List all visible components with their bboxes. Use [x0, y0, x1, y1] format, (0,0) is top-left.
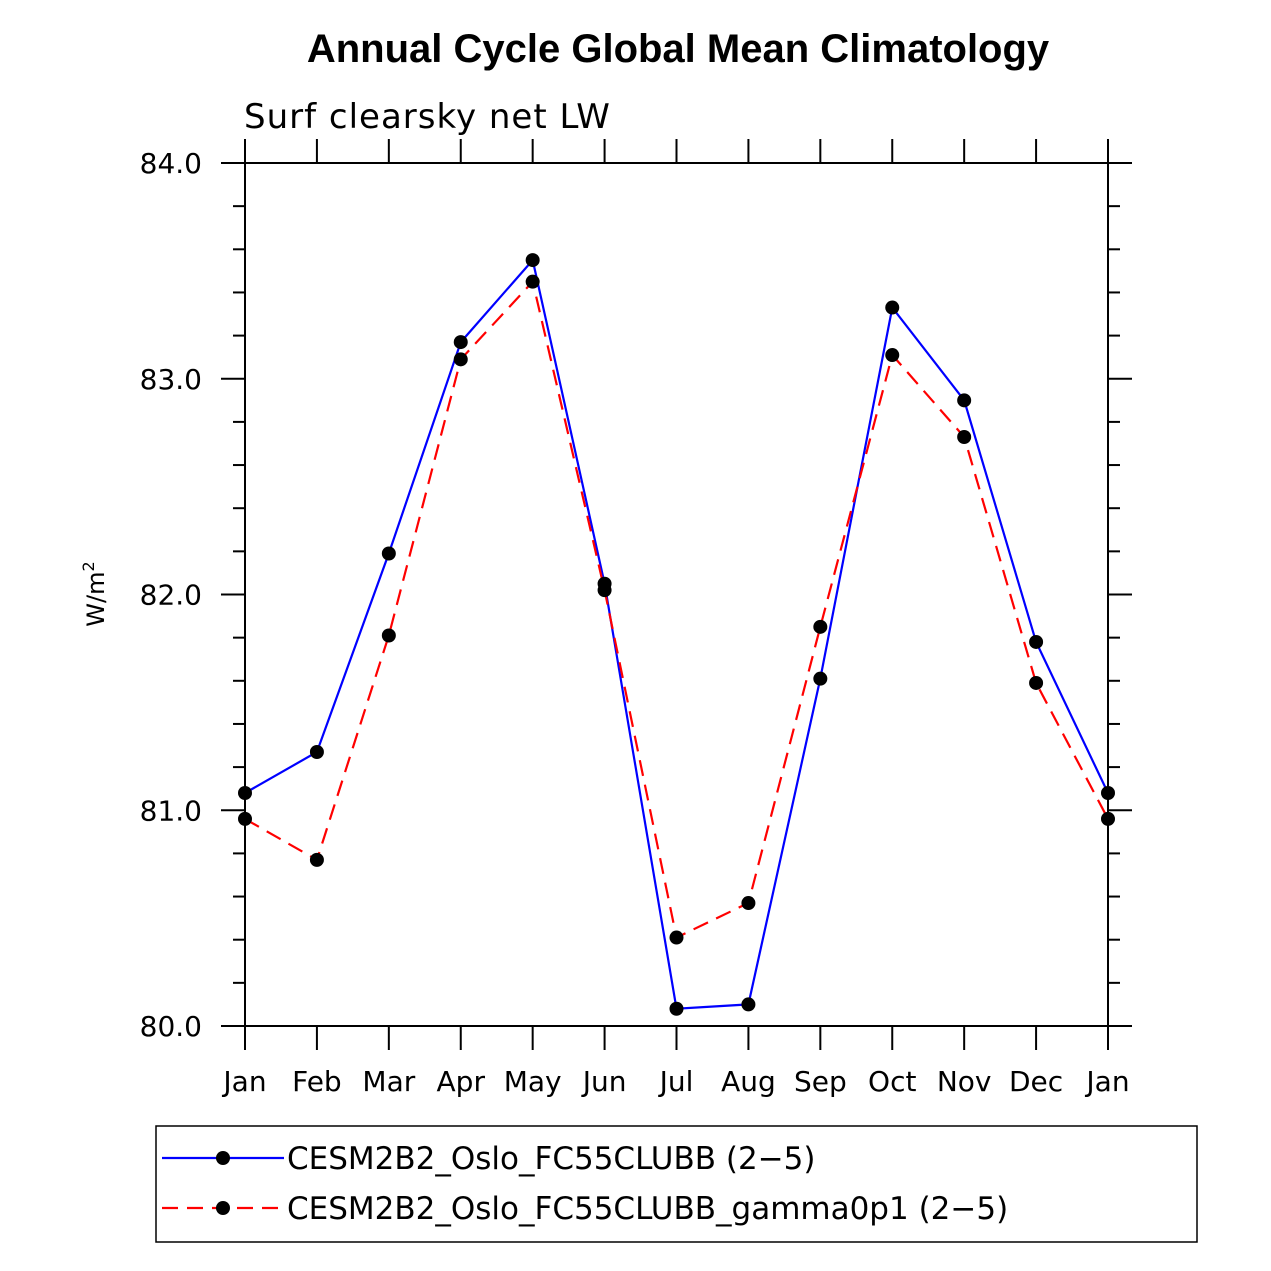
x-tick-label: Jan	[1084, 1065, 1129, 1098]
x-tick-label: Apr	[437, 1065, 486, 1098]
x-tick-label: Dec	[1009, 1065, 1063, 1098]
y-tick-label: 80.0	[140, 1010, 202, 1043]
series-2-point	[1029, 675, 1044, 690]
series-1-point	[813, 671, 828, 686]
series-2-point	[381, 628, 396, 643]
y-axis-label-exponent: 2	[79, 561, 98, 571]
series-2-point	[238, 811, 252, 826]
x-tick-label: Feb	[292, 1065, 342, 1098]
series-2-point	[525, 274, 540, 289]
x-tick-label: Oct	[868, 1065, 916, 1098]
series-1-point	[525, 253, 540, 268]
axis-ticks	[221, 139, 1132, 1050]
x-tick-label: Jun	[581, 1065, 627, 1098]
x-tick-label: Aug	[721, 1065, 776, 1098]
x-tick-label: Jul	[658, 1065, 694, 1098]
y-tick-labels: 80.0 81.0 82.0 83.0 84.0	[140, 147, 202, 1043]
x-tick-label: Sep	[794, 1065, 847, 1098]
legend-marker-1	[216, 1151, 230, 1165]
series-1-point	[741, 997, 756, 1012]
series-1-point	[453, 335, 468, 350]
series-1-point	[1101, 785, 1115, 800]
series-1-point	[238, 785, 252, 800]
x-tick-labels: Jan Feb Mar Apr May Jun Jul Aug Sep Oct Nov Dec Jan	[221, 1065, 1129, 1098]
series-2-point	[741, 896, 756, 911]
series-2-point	[1101, 811, 1115, 826]
legend-label-2: CESM2B2_Oslo_FC55CLUBB_gamma0p1 (2−5)	[287, 1191, 1008, 1227]
y-tick-label: 84.0	[140, 147, 202, 180]
series-line-2	[244, 279, 1109, 940]
series-2-point	[813, 619, 828, 634]
series-1-point	[1029, 634, 1044, 649]
x-tick-label: Jan	[221, 1065, 266, 1098]
legend-marker-2	[216, 1201, 230, 1215]
series-line-1	[244, 257, 1109, 1010]
series-2-point	[885, 348, 900, 363]
series-1-point	[957, 393, 972, 408]
y-tick-label: 82.0	[140, 579, 202, 612]
series-2-point	[957, 430, 972, 445]
series-1-point	[885, 300, 900, 315]
y-tick-label: 81.0	[140, 794, 202, 827]
chart-subtitle: Surf clearsky net LW	[244, 97, 611, 137]
series-1-point	[381, 546, 396, 561]
y-tick-label: 83.0	[140, 363, 202, 396]
legend-label-1: CESM2B2_Oslo_FC55CLUBB (2−5)	[287, 1141, 815, 1177]
legend: CESM2B2_Oslo_FC55CLUBB (2−5) CESM2B2_Oslo…	[162, 1141, 1008, 1227]
y-axis-label-unit: W/m	[82, 571, 110, 626]
legend-box	[155, 1125, 1198, 1243]
series-lines	[244, 257, 1109, 1010]
series-1-point	[669, 1001, 684, 1016]
series-2-point	[453, 352, 468, 367]
x-tick-label: Nov	[937, 1065, 992, 1098]
x-tick-label: Mar	[362, 1065, 415, 1098]
x-tick-label: May	[504, 1065, 562, 1098]
y-axis-label: W/m2	[79, 561, 110, 626]
series-2-point	[597, 583, 612, 598]
series-points	[238, 253, 1115, 1016]
chart-title: Annual Cycle Global Mean Climatology	[307, 27, 1050, 71]
series-2-point	[669, 930, 684, 945]
series-2-point	[309, 852, 324, 867]
series-1-point	[309, 744, 324, 759]
